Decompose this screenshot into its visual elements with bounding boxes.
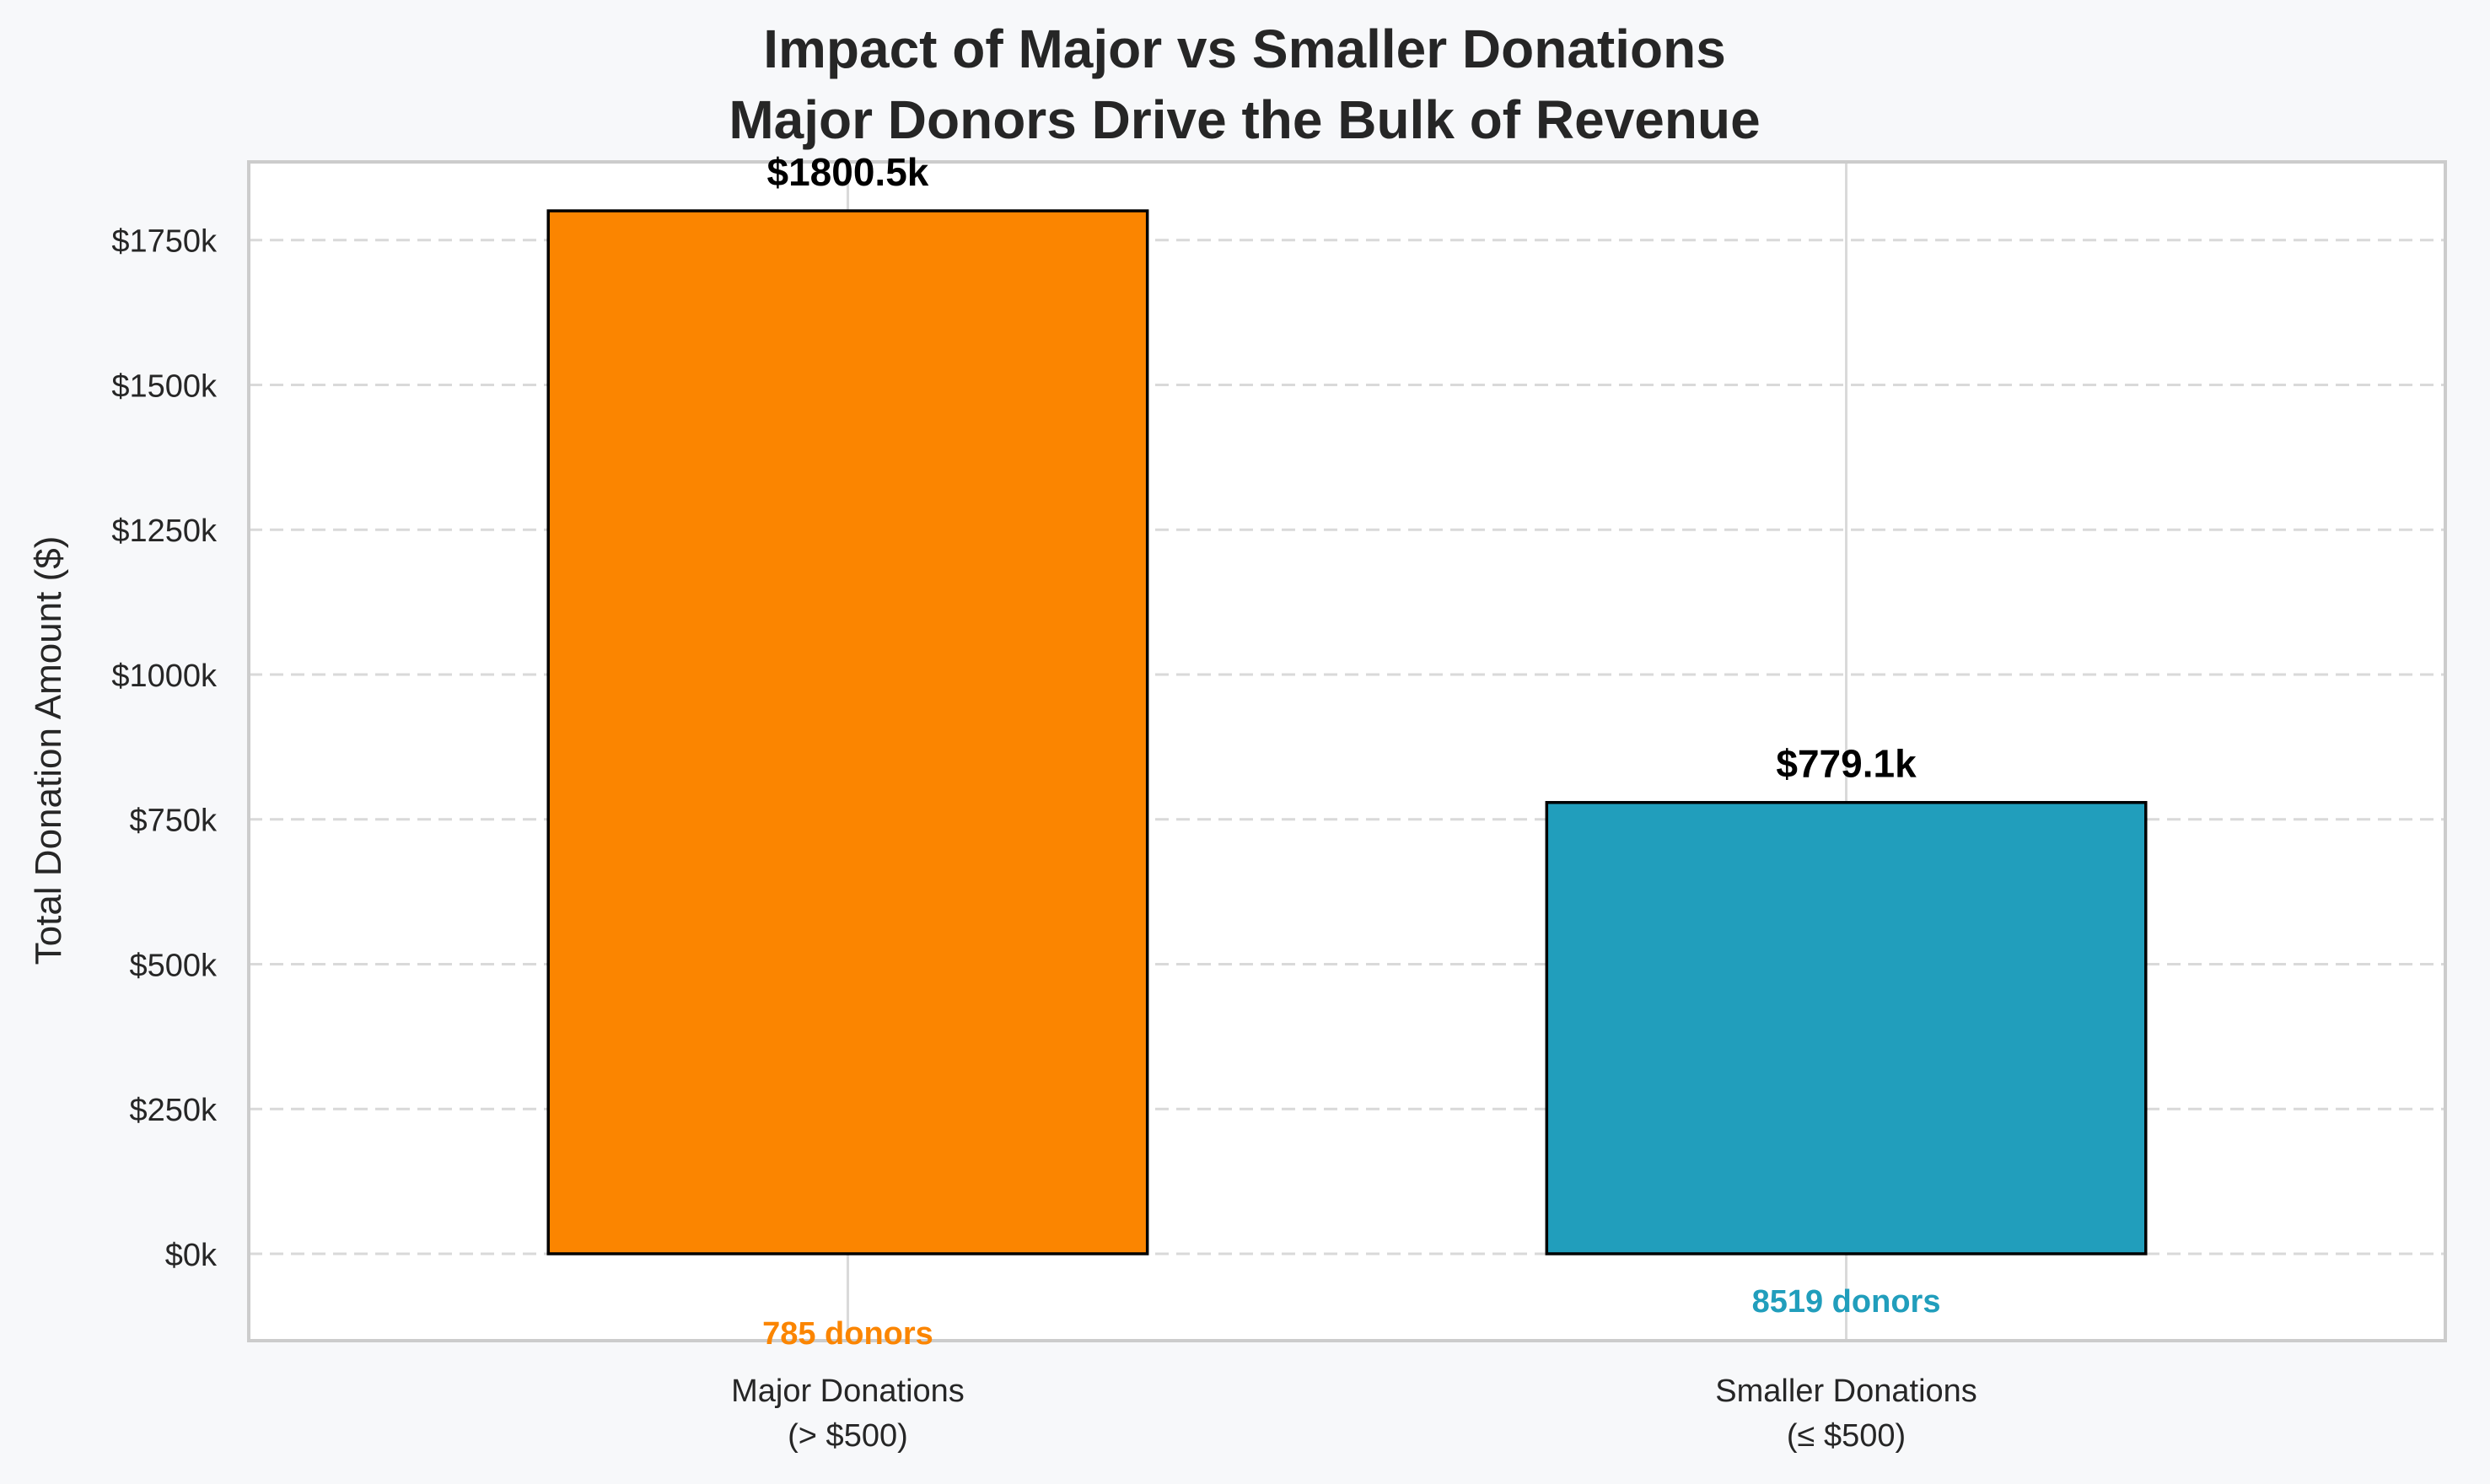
chart-title: Impact of Major vs Smaller Donations Maj…	[729, 19, 1760, 150]
y-tick-label: $1750k	[111, 224, 218, 260]
donor-count-label: 785 donors	[762, 1316, 933, 1352]
x-tick-label: Smaller Donations	[1715, 1374, 1976, 1409]
chart-title-line-2: Major Donors Drive the Bulk of Revenue	[729, 89, 1760, 150]
y-tick-label: $1000k	[111, 659, 218, 694]
bar-value-label: $1800.5k	[767, 150, 929, 194]
bar	[546, 209, 1149, 1255]
x-tick-label: (≤ $500)	[1787, 1418, 1906, 1454]
bar	[1545, 800, 2148, 1255]
bar-value-label: $779.1k	[1776, 742, 1917, 786]
chart-title-line-1: Impact of Major vs Smaller Donations	[763, 19, 1726, 79]
y-tick-label: $250k	[129, 1093, 218, 1128]
y-tick-label: $500k	[129, 948, 218, 983]
x-tick-label: Major Donations	[731, 1374, 965, 1409]
y-tick-label: $1250k	[111, 513, 218, 549]
y-tick-label: $0k	[165, 1238, 218, 1273]
plot-frame	[247, 160, 2447, 1342]
y-axis-label: Total Donation Amount ($)	[28, 536, 69, 965]
x-tick-label: (> $500)	[788, 1418, 908, 1454]
y-tick-label: $1500k	[111, 368, 218, 404]
y-tick-label: $750k	[129, 804, 218, 839]
donor-count-label: 8519 donors	[1752, 1284, 1941, 1320]
